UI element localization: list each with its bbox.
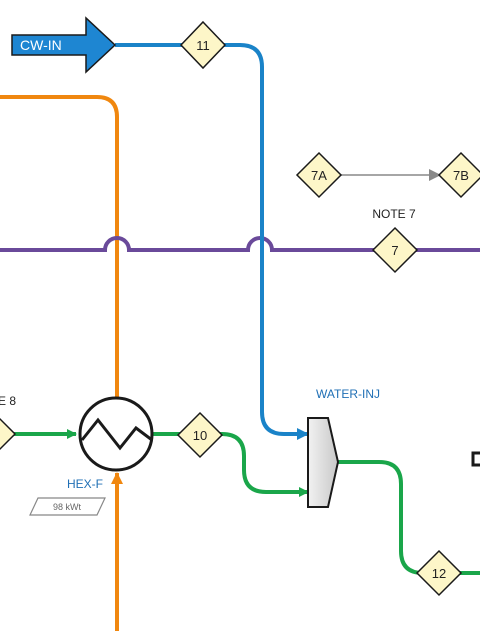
- diamond-icon: [415, 549, 463, 597]
- purple-stream-line[interactable]: [0, 236, 480, 252]
- stream-tag-partial-left[interactable]: [0, 412, 17, 456]
- cooling-water-line[interactable]: [115, 43, 309, 440]
- stream-tag-11[interactable]: 11: [179, 20, 227, 70]
- note-8-label: E 8: [0, 394, 16, 408]
- diamond-icon: [176, 411, 224, 459]
- stream-tag-10[interactable]: 10: [176, 411, 224, 459]
- note-7-label: NOTE 7: [372, 207, 416, 221]
- stream-tag-label: 12: [432, 566, 446, 581]
- stream-tag-label: 10: [193, 428, 207, 443]
- mixer-icon: [307, 417, 340, 508]
- offpage-box-partial: [471, 451, 480, 467]
- diamond-icon: [437, 151, 480, 199]
- stream-tag-12[interactable]: 12: [415, 549, 463, 597]
- hot-stream-line[interactable]: [0, 95, 119, 400]
- stream-tag-7[interactable]: 7: [371, 226, 419, 274]
- diamond-icon: [0, 417, 17, 451]
- stream-tag-label: 7A: [311, 168, 327, 183]
- cw-in-label: CW-IN: [20, 37, 62, 53]
- heat-exchanger-icon: [78, 396, 154, 472]
- cw-in-inlet[interactable]: CW-IN: [11, 16, 117, 74]
- stream-tag-7a[interactable]: 7A: [295, 151, 343, 199]
- mixer-tag-label: WATER-INJ: [316, 387, 380, 401]
- diamond-icon: [295, 151, 343, 199]
- diamond-icon: [371, 226, 419, 274]
- mixer-water-inj[interactable]: WATER-INJ: [307, 387, 380, 508]
- stream-tag-label: 7B: [453, 168, 469, 183]
- stream-tag-7b[interactable]: 7B: [437, 151, 480, 199]
- hex-duty-label: 98 kWt: [53, 502, 82, 512]
- arrow-right-icon: [11, 16, 117, 74]
- hex-tag-label: HEX-F: [67, 477, 103, 491]
- heat-exchanger-hex-f[interactable]: HEX-F 98 kWt: [29, 396, 154, 516]
- stream-tag-label: 7: [391, 243, 398, 258]
- hex-outlet-line[interactable]: [153, 432, 309, 497]
- duty-badge: [29, 497, 106, 516]
- stream-tag-label: 11: [196, 38, 210, 53]
- mixer-outlet-line[interactable]: [337, 460, 480, 575]
- diamond-icon: [179, 20, 227, 70]
